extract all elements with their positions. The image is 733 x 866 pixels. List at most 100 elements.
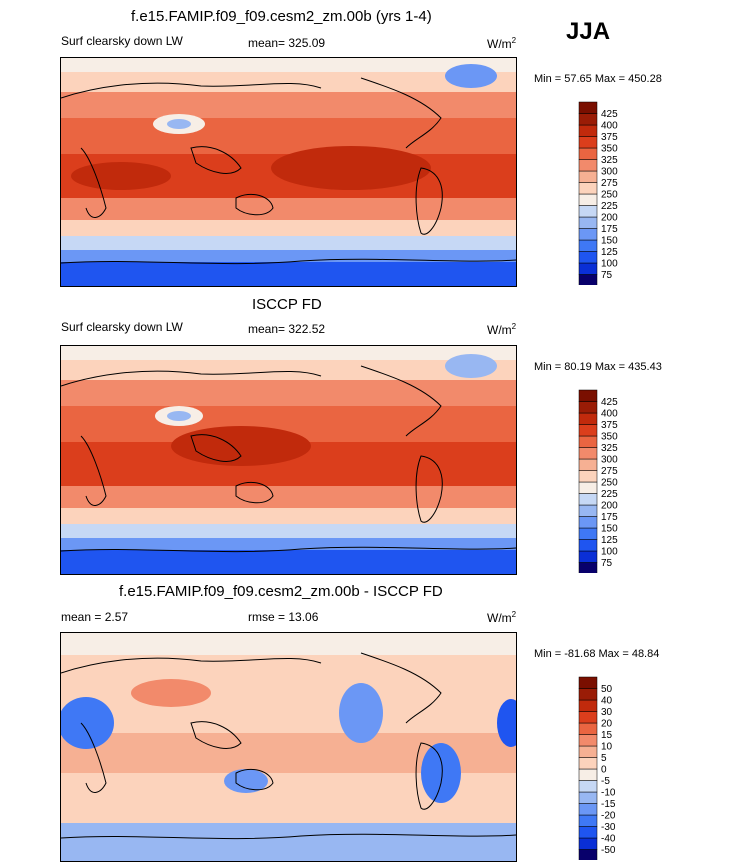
colorbar-box bbox=[578, 539, 598, 552]
arctic-band bbox=[61, 633, 516, 655]
panel2-map bbox=[60, 345, 517, 575]
coastline-samerica bbox=[415, 167, 443, 235]
coastline-samerica bbox=[415, 455, 443, 523]
colorbar-box bbox=[578, 193, 598, 206]
panel2-colorbar: 75 100 125 150 175 200 225 250 275 300 325 350 375 40… bbox=[578, 389, 628, 578]
colorbar-tick-label: -5 bbox=[601, 776, 610, 787]
coastline-africa bbox=[80, 722, 107, 793]
colorbar-box bbox=[578, 562, 598, 575]
south-subtropic-band bbox=[61, 198, 516, 220]
panel1-units: W/m2 bbox=[487, 36, 517, 51]
colorbar-box bbox=[578, 274, 598, 287]
antarctica-band bbox=[61, 823, 516, 861]
east-atlantic-negative bbox=[497, 699, 516, 747]
colorbar-box bbox=[578, 676, 598, 689]
samerica-negative bbox=[421, 743, 461, 803]
panel3-title: f.e15.FAMIP.f09_f09.cesm2_zm.00b - ISCCP… bbox=[119, 583, 443, 600]
colorbar-tick-label: 175 bbox=[601, 512, 618, 523]
colorbar-box bbox=[578, 780, 598, 793]
colorbar-tick-label: 0 bbox=[601, 765, 607, 776]
south-mid-lat-band bbox=[61, 220, 516, 236]
colorbar-tick-label: 300 bbox=[601, 455, 618, 466]
panel3-colorbar: -50 -40 -30 -20 -15 -10 -5 0 5 10 15 20 30 40 50 bbox=[578, 676, 628, 865]
colorbar-tick-label: 150 bbox=[601, 524, 618, 535]
panel3-minmax: Min = -81.68 Max = 48.84 bbox=[534, 648, 660, 660]
coastline-north bbox=[61, 77, 442, 149]
colorbar-tick-label: -10 bbox=[601, 788, 616, 799]
southern-ocean-band bbox=[61, 524, 516, 538]
colorbar-tick-label: 20 bbox=[601, 719, 613, 730]
colorbar-tick-label: 5 bbox=[601, 753, 607, 764]
colorbar-box bbox=[578, 113, 598, 126]
north-high-lat-band bbox=[61, 360, 516, 380]
panel3-units: W/m2 bbox=[487, 610, 517, 625]
southern-ocean-band bbox=[61, 236, 516, 250]
colorbar-box bbox=[578, 688, 598, 701]
colorbar-tick-label: -50 bbox=[601, 845, 616, 856]
panel1-colorbar-svg: 7510012515017520022525027530032535037540… bbox=[578, 101, 618, 287]
colorbar-tick-label: 200 bbox=[601, 213, 618, 224]
colorbar-box bbox=[578, 239, 598, 252]
coastline-antarctica bbox=[61, 546, 516, 553]
panel3-map-svg bbox=[61, 633, 516, 861]
antarctica-band bbox=[61, 262, 516, 286]
colorbar-box bbox=[578, 481, 598, 494]
coastline-north bbox=[61, 652, 442, 724]
colorbar-tick-label: -15 bbox=[601, 799, 616, 810]
colorbar-tick-label: 30 bbox=[601, 707, 613, 718]
north-mid-lat-band bbox=[61, 380, 516, 406]
colorbar-box bbox=[578, 550, 598, 563]
colorbar-tick-label: 375 bbox=[601, 420, 618, 431]
colorbar-tick-label: 425 bbox=[601, 109, 618, 120]
panel2-units: W/m2 bbox=[487, 322, 517, 337]
colorbar-box bbox=[578, 745, 598, 758]
colorbar-tick-label: 225 bbox=[601, 489, 618, 500]
colorbar-box bbox=[578, 470, 598, 483]
colorbar-box bbox=[578, 699, 598, 712]
colorbar-box bbox=[578, 412, 598, 425]
colorbar-box bbox=[578, 757, 598, 770]
tibet-core bbox=[167, 411, 191, 421]
coastline-antarctica bbox=[61, 833, 516, 840]
arctic-band bbox=[61, 58, 516, 72]
colorbar-box bbox=[578, 401, 598, 414]
coastline-seasia bbox=[190, 721, 242, 749]
colorbar-box bbox=[578, 228, 598, 241]
colorbar-tick-label: 325 bbox=[601, 155, 618, 166]
panel1-left-label: Surf clearsky down LW bbox=[61, 34, 183, 48]
colorbar-tick-label: 275 bbox=[601, 466, 618, 477]
coastline-seasia bbox=[190, 146, 242, 174]
colorbar-tick-label: 15 bbox=[601, 730, 613, 741]
panel2-title: ISCCP FD bbox=[252, 296, 322, 313]
panel1-map-svg bbox=[61, 58, 516, 286]
coastline-africa bbox=[80, 147, 107, 218]
colorbar-box bbox=[578, 147, 598, 160]
colorbar-box bbox=[578, 124, 598, 137]
season-label: JJA bbox=[566, 18, 611, 45]
colorbar-tick-label: 100 bbox=[601, 547, 618, 558]
colorbar-box bbox=[578, 136, 598, 149]
colorbar-box bbox=[578, 722, 598, 735]
colorbar-tick-label: 425 bbox=[601, 397, 618, 408]
greenland bbox=[445, 354, 497, 378]
panel1-mean: mean= 325.09 bbox=[248, 36, 326, 50]
panel1-title: f.e15.FAMIP.f09_f09.cesm2_zm.00b (yrs 1-… bbox=[131, 8, 432, 25]
panel2-colorbar-svg: 7510012515017520022525027530032535037540… bbox=[578, 389, 618, 575]
subtropical-band bbox=[61, 118, 516, 154]
south-mid-lat-band bbox=[61, 508, 516, 524]
colorbar-box bbox=[578, 527, 598, 540]
colorbar-tick-label: 40 bbox=[601, 696, 613, 707]
colorbar-box bbox=[578, 516, 598, 529]
coastline-australia bbox=[235, 768, 274, 791]
coastline-seasia bbox=[190, 434, 242, 462]
colorbar-box bbox=[578, 837, 598, 850]
antarctic-coast-band bbox=[61, 538, 516, 550]
colorbar-box bbox=[578, 435, 598, 448]
colorbar-tick-label: 400 bbox=[601, 121, 618, 132]
colorbar-box bbox=[578, 251, 598, 264]
colorbar-tick-label: 75 bbox=[601, 558, 613, 569]
warm-pool-pacific bbox=[171, 426, 311, 466]
south-subtropic-band bbox=[61, 486, 516, 508]
colorbar-box bbox=[578, 814, 598, 827]
colorbar-box bbox=[578, 458, 598, 471]
